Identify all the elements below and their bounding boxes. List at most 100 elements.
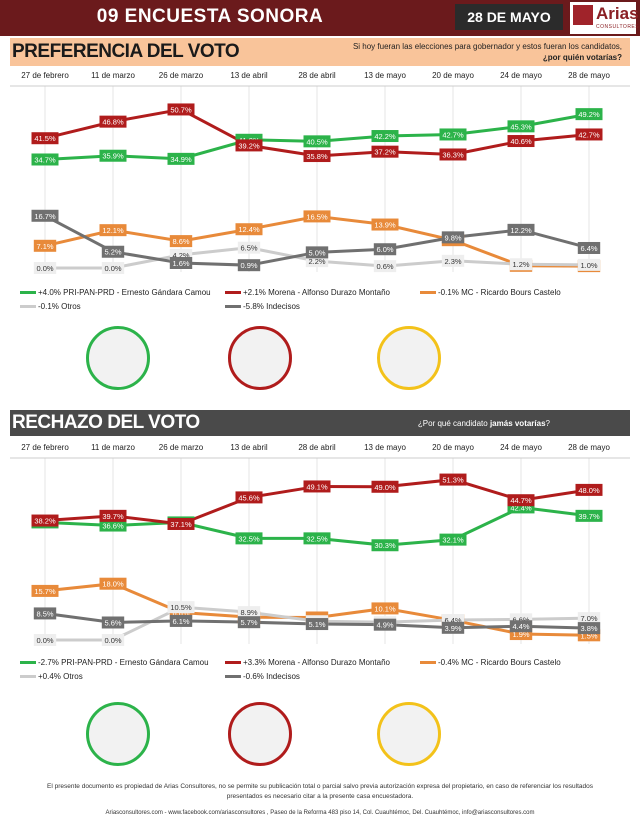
data-label-box	[169, 256, 193, 269]
data-label-box	[33, 239, 57, 252]
data-label-box	[509, 258, 533, 271]
data-label: 40.6%	[510, 137, 532, 146]
x-tick-label: 13 de abril	[230, 443, 268, 452]
data-label-box	[101, 245, 125, 258]
data-label-box	[167, 152, 195, 165]
data-label: 36.3%	[442, 150, 464, 159]
data-label: 10.1%	[374, 604, 396, 613]
legend-swatch	[225, 305, 241, 309]
footer: El presente documento es propiedad de Ar…	[10, 782, 630, 818]
data-label-box	[507, 494, 535, 507]
data-label: 32.1%	[442, 536, 464, 545]
x-tick-label: 13 de mayo	[364, 71, 406, 80]
chart-preferencia: 27 de febrero 11 de marzo 26 de marzo 13 de…	[10, 71, 630, 274]
data-label: 49.0%	[374, 483, 396, 492]
legend-label: -0.1% MC - Ricardo Bours Castelo	[438, 288, 561, 297]
data-label: 16.5%	[306, 212, 328, 221]
survey-title: 09 ENCUESTA SONORA	[96, 6, 324, 27]
data-label-box	[169, 235, 193, 248]
data-label-box	[31, 209, 59, 222]
legend-item: -0.1% Otros	[20, 302, 81, 311]
data-label: 41.5%	[34, 134, 56, 143]
data-label-box	[99, 149, 127, 162]
data-label: 16.7%	[34, 212, 56, 221]
portrait-bours-rechazo	[377, 702, 441, 766]
data-label-box	[439, 473, 467, 486]
legend-swatch	[20, 305, 36, 309]
data-label: 12.1%	[102, 226, 124, 235]
section-question-rechazo: ¿Por qué candidato jamás votarías?	[418, 419, 550, 428]
data-label: 35.9%	[102, 152, 124, 161]
data-label-box	[575, 509, 603, 522]
section-rechazo-header: RECHAZO DEL VOTO ¿Por qué candidato jamá…	[10, 410, 630, 436]
data-label-box	[33, 634, 57, 646]
data-label-box	[509, 620, 533, 633]
data-label: 38.2%	[34, 517, 56, 526]
data-label-box	[31, 584, 59, 597]
data-label: 10.5%	[170, 603, 192, 612]
legend-item: +0.4% Otros	[20, 672, 83, 681]
data-label-box	[577, 258, 601, 271]
data-label-box	[575, 128, 603, 141]
data-label: 2.2%	[308, 257, 325, 266]
section-title-rechazo: RECHAZO DEL VOTO	[12, 412, 200, 433]
data-label: 9.8%	[444, 233, 461, 242]
legend-label: -0.1% Otros	[38, 302, 81, 311]
data-label-box	[237, 606, 261, 619]
data-label-box	[507, 135, 535, 148]
data-label-box	[303, 210, 331, 223]
data-label-box	[303, 532, 331, 545]
legend-swatch	[20, 291, 36, 295]
legend-item: +3.3% Morena - Alfonso Durazo Montaño	[225, 658, 390, 667]
data-label: 18.0%	[102, 580, 124, 589]
data-label: 0.0%	[36, 636, 53, 645]
data-label: 34.7%	[34, 155, 56, 164]
legend-swatch	[225, 675, 241, 679]
data-label-box	[303, 150, 331, 163]
data-label: 46.8%	[102, 118, 124, 127]
arias-logo: Arias CONSULTORES	[570, 2, 640, 34]
data-label: 6.1%	[172, 617, 189, 626]
data-label-box	[99, 519, 127, 532]
portrait-bours	[377, 326, 441, 390]
logo-subtitle: CONSULTORES	[596, 24, 640, 30]
data-label-box	[371, 145, 399, 158]
legend-swatch	[420, 291, 436, 295]
legend-item: -2.7% PRI-PAN-PRD - Ernesto Gándara Camo…	[20, 658, 209, 667]
data-label: 3.9%	[444, 624, 461, 633]
data-label-box	[235, 139, 263, 152]
data-label: 6.4%	[580, 244, 597, 253]
data-label: 5.2%	[104, 248, 121, 257]
x-tick-label: 27 de febrero	[21, 71, 69, 80]
data-label-box	[167, 103, 195, 116]
data-label-box	[305, 618, 329, 631]
legend-swatch	[225, 291, 241, 295]
data-label-box	[303, 480, 331, 493]
data-label-box	[237, 259, 261, 272]
data-label-box	[99, 509, 127, 522]
data-label: 1.0%	[580, 261, 597, 270]
data-label-box	[235, 491, 263, 504]
data-label: 42.7%	[578, 130, 600, 139]
data-label-box	[305, 246, 329, 259]
legend-item: -5.8% Indecisos	[225, 302, 300, 311]
x-tick-label: 11 de marzo	[91, 71, 135, 80]
data-label: 40.5%	[306, 137, 328, 146]
data-label: 8.6%	[172, 237, 189, 246]
data-label: 12.2%	[510, 226, 532, 235]
data-label: 6.4%	[444, 616, 461, 625]
x-tick-label: 26 de marzo	[159, 71, 204, 80]
data-label: 50.7%	[170, 105, 192, 114]
data-label: 32.5%	[238, 534, 260, 543]
data-label: 0.0%	[104, 636, 121, 645]
data-label: 37.2%	[374, 148, 396, 157]
data-label: 4.2%	[172, 251, 189, 260]
survey-date: 28 DE MAYO 2021	[455, 4, 563, 51]
data-label: 15.7%	[34, 587, 56, 596]
data-label: 39.7%	[578, 512, 600, 521]
data-label-box	[169, 614, 193, 627]
data-label-box	[373, 260, 397, 273]
data-label: 0.6%	[376, 262, 393, 271]
data-label-box	[441, 254, 465, 267]
data-label: 6.5%	[240, 244, 257, 253]
